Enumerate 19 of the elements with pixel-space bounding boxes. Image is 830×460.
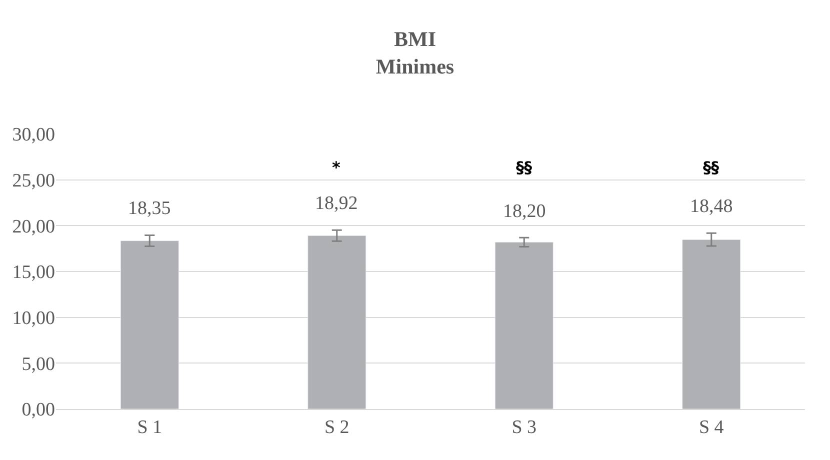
chart-title: BMI Minimes	[376, 27, 454, 78]
data-label: 18,20	[503, 201, 546, 222]
annotation: §§	[703, 158, 719, 177]
y-tick-label: 25,00	[12, 170, 55, 192]
y-tick-label: 0,00	[22, 400, 55, 421]
annotation: §§	[516, 158, 532, 177]
y-tick-label: 15,00	[12, 262, 55, 284]
y-tick-label: 10,00	[12, 308, 55, 329]
y-tick-label: 5,00	[22, 354, 55, 375]
y-tick-label: 20,00	[12, 216, 55, 238]
annotation: *	[332, 158, 341, 177]
x-tick-label: S 1	[137, 416, 162, 438]
x-tick-label: S 3	[512, 416, 537, 438]
x-tick-label: S 2	[324, 416, 350, 438]
x-tick-label: S 4	[698, 416, 724, 438]
data-label: 18,35	[128, 198, 171, 219]
data-label: 18,92	[315, 193, 358, 214]
data-label: 18,48	[690, 196, 733, 217]
y-tick-label: 30,00	[12, 124, 55, 146]
